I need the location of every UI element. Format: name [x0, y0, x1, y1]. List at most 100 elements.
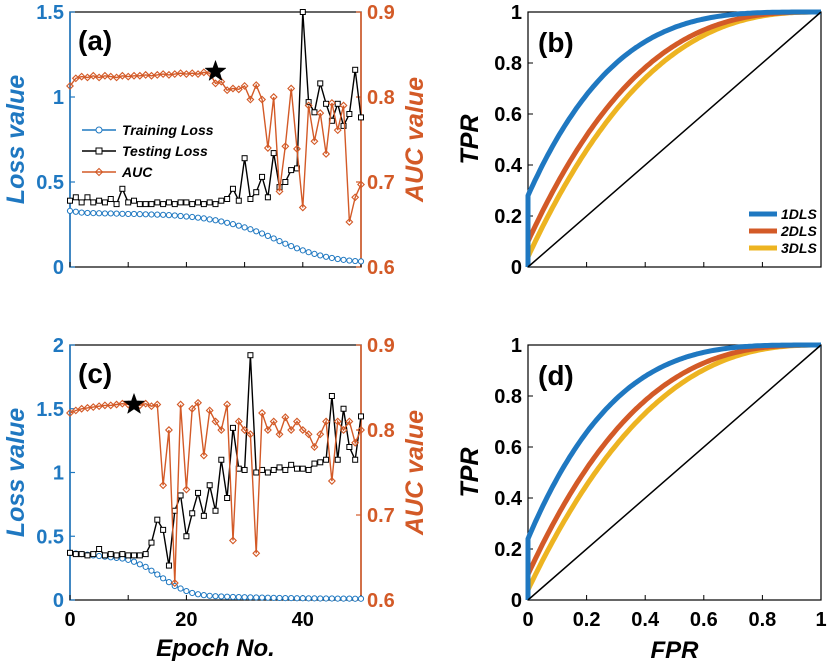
- testing-loss-point: [119, 185, 126, 192]
- y-tick-label-right: 0.8: [367, 420, 395, 442]
- x-tick-label: 0.2: [573, 609, 601, 631]
- testing-loss-point: [323, 100, 330, 107]
- auc-point: [281, 413, 290, 422]
- training-loss-point: [224, 219, 231, 226]
- testing-loss-point: [160, 526, 167, 533]
- testing-loss-point: [148, 539, 155, 546]
- training-loss-point: [264, 594, 271, 601]
- training-loss-point: [130, 558, 138, 565]
- training-loss-point: [264, 232, 271, 239]
- panel-label: (a): [78, 25, 112, 56]
- testing-loss-point: [125, 552, 132, 559]
- auc-point: [351, 193, 360, 202]
- legend-label: 2DLS: [780, 223, 817, 239]
- testing-loss-point: [72, 194, 79, 201]
- testing-loss-point: [264, 194, 271, 201]
- auc-point: [118, 71, 127, 80]
- testing-loss-point: [247, 352, 254, 359]
- testing-loss-point: [282, 466, 289, 473]
- auc-point: [176, 69, 185, 78]
- training-loss-point: [317, 595, 324, 602]
- testing-loss-point: [84, 552, 91, 559]
- testing-loss-point: [229, 424, 236, 431]
- auc-point: [89, 71, 98, 80]
- training-loss-point: [241, 594, 248, 601]
- auc-point: [77, 72, 86, 81]
- auc-point: [159, 481, 168, 490]
- training-loss-point: [206, 216, 213, 223]
- auc-point: [333, 126, 342, 135]
- auc-point: [252, 549, 261, 558]
- training-loss-point: [322, 253, 330, 260]
- testing-loss-point: [358, 413, 364, 420]
- training-loss-point: [218, 218, 225, 225]
- training-loss-point: [165, 212, 173, 219]
- testing-loss-point: [247, 196, 254, 202]
- training-loss-point: [160, 211, 167, 218]
- testing-loss-point: [253, 469, 260, 476]
- testing-loss-point: [317, 80, 324, 87]
- training-loss-point: [311, 595, 318, 602]
- auc-point: [83, 73, 92, 82]
- testing-loss-point: [270, 466, 277, 473]
- auc-point: [275, 187, 284, 196]
- testing-loss-point: [288, 461, 295, 468]
- training-loss-point: [107, 210, 114, 217]
- auc-point: [316, 109, 325, 118]
- y-tick-label-left: 0.5: [36, 526, 64, 548]
- y-axis-title-right: AUC value: [401, 410, 429, 536]
- auc-point: [293, 144, 301, 153]
- testing-loss-point: [276, 464, 283, 471]
- testing-loss-point: [136, 552, 143, 559]
- testing-loss-point: [148, 201, 155, 208]
- auc-point: [141, 399, 150, 408]
- training-loss-point: [293, 595, 301, 602]
- auc-point: [298, 426, 307, 434]
- training-loss-point: [224, 593, 231, 600]
- testing-loss-point: [206, 199, 213, 206]
- training-loss-point: [282, 594, 289, 602]
- training-loss-point: [148, 211, 155, 218]
- auc-point: [351, 438, 360, 447]
- training-loss-point: [247, 226, 254, 233]
- testing-loss-point: [125, 199, 132, 206]
- auc-point: [217, 426, 226, 434]
- training-loss-point: [270, 594, 277, 601]
- training-loss-point: [189, 213, 196, 221]
- training-loss-point: [328, 595, 335, 602]
- legend-marker: [95, 126, 103, 134]
- testing-loss-point: [101, 552, 108, 559]
- testing-loss-point: [352, 456, 359, 463]
- testing-loss-point: [352, 66, 359, 73]
- y-tick-label: 0: [511, 590, 522, 612]
- auc-point: [217, 77, 226, 86]
- testing-loss-point: [200, 201, 207, 208]
- testing-loss-point: [224, 196, 231, 202]
- auc-point: [95, 73, 104, 82]
- testing-loss-point: [224, 495, 231, 501]
- auc-point: [357, 426, 365, 434]
- training-loss-point: [293, 245, 301, 252]
- auc-point: [258, 409, 267, 417]
- testing-loss-point: [235, 197, 242, 204]
- training-loss-point: [142, 563, 149, 570]
- auc-point: [147, 402, 156, 411]
- auc-point: [310, 443, 319, 451]
- plot-frame: [69, 11, 362, 268]
- training-loss-point: [346, 257, 353, 264]
- training-loss-point: [177, 585, 184, 592]
- legend-marker: [94, 167, 104, 177]
- y-tick-label-right: 0.9: [367, 2, 395, 24]
- training-loss-point: [334, 595, 341, 602]
- training-loss-point: [357, 258, 365, 265]
- legend-marker: [95, 147, 103, 155]
- auc-point: [223, 86, 232, 95]
- auc-point: [304, 430, 313, 439]
- training-loss-point: [253, 594, 260, 601]
- auc-point: [263, 144, 272, 152]
- testing-loss-point: [113, 552, 120, 559]
- training-loss-point: [171, 212, 178, 219]
- training-loss-point: [299, 247, 306, 254]
- x-tick-label: 0.6: [690, 609, 718, 631]
- y-tick-label-left: 0.5: [36, 172, 64, 194]
